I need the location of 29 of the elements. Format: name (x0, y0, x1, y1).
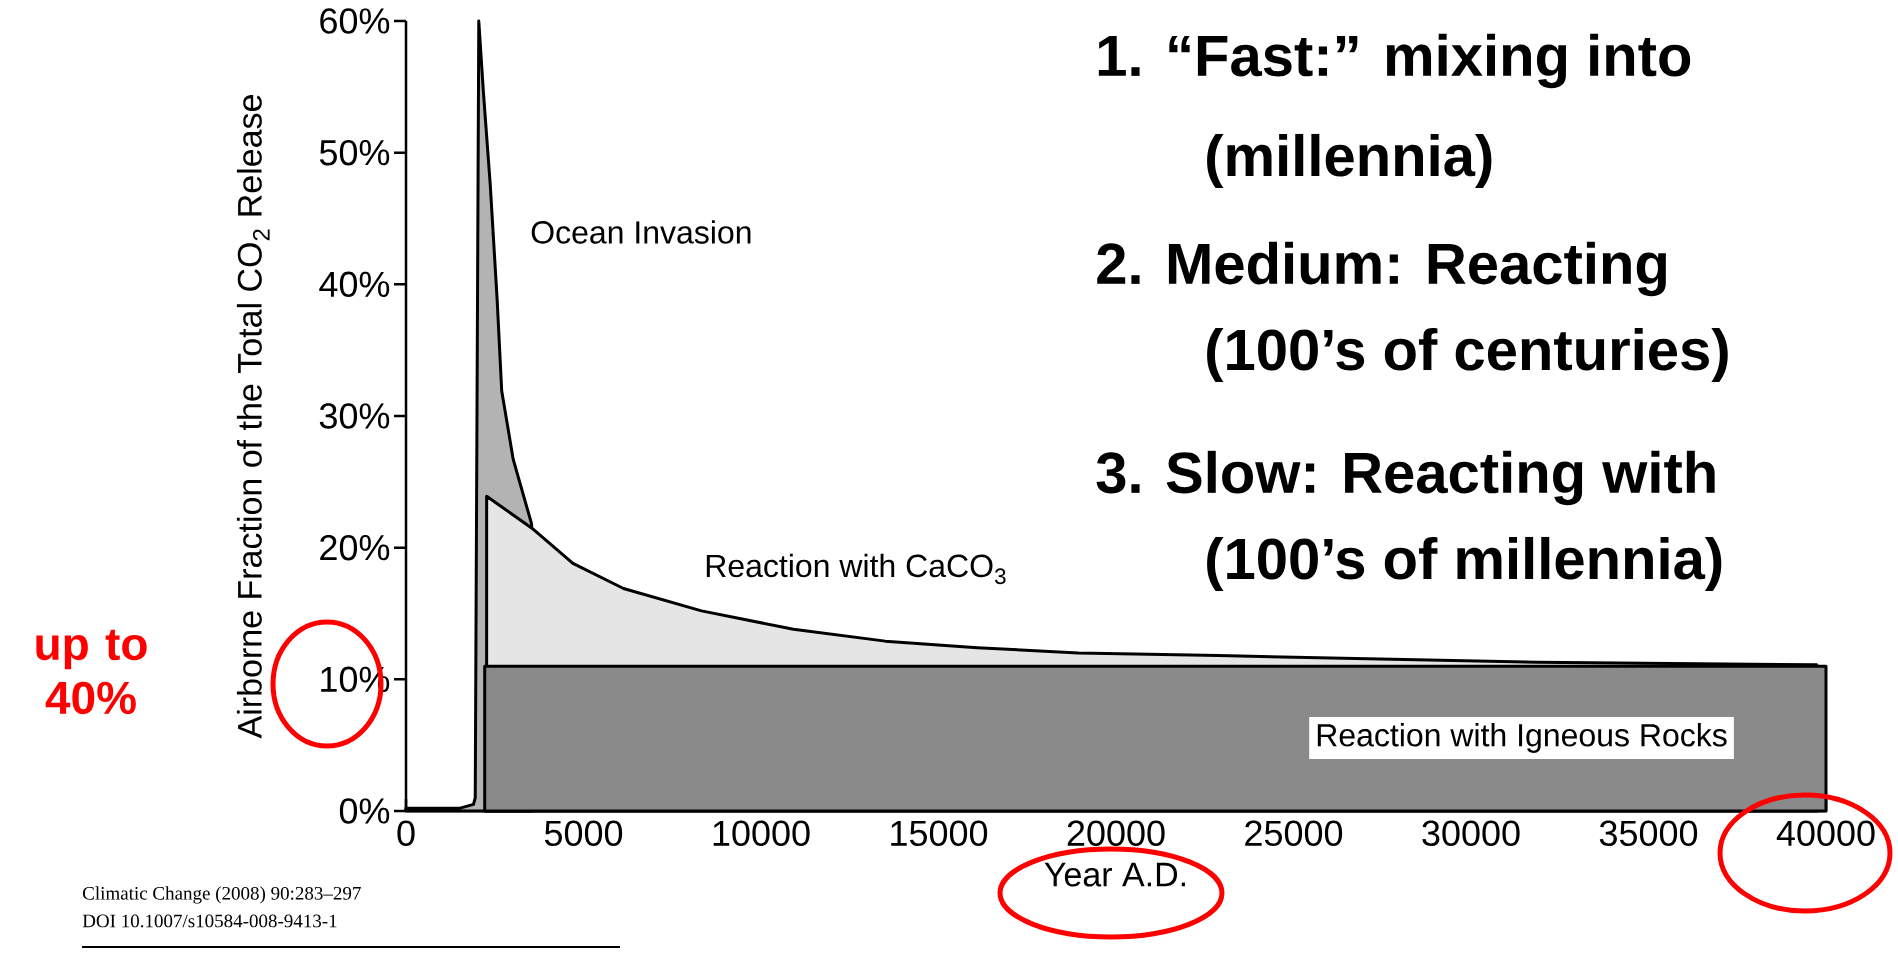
x-tick-label: 25000 (1245, 820, 1343, 846)
x-tick-label: 40000 (1776, 820, 1875, 846)
annotation: (millennia) (1207, 133, 1492, 189)
y-tick-label: 40% (319, 271, 390, 298)
y-axis-title: Airborne Fraction of the Total CO$_{2}$ Release (236, 95, 270, 739)
y-tick-label: 60% (320, 8, 390, 34)
text: DOI 10.1007/s10584-008-9413-1 (82, 914, 337, 928)
x-tick-label: 15000 (891, 820, 988, 846)
text: up to 40% (36, 629, 147, 715)
text: Climatic Change (2008) 90:283–297 (83, 886, 361, 904)
x-tick-label: 5000 (544, 820, 623, 846)
y-tick-label: 50% (319, 139, 390, 166)
annotation: Reaction with Igneous Rocks (1317, 723, 1727, 753)
annotation: 2. Medium: Reacting (1097, 241, 1666, 297)
y-tick-label: 20% (320, 534, 390, 561)
annotation: (100’s of centuries) (1207, 327, 1728, 383)
x-tick-label: 35000 (1599, 820, 1698, 846)
y-tick-label: 0% (339, 798, 390, 824)
x-axis-title: Year A.D. (1044, 862, 1186, 887)
x-tick-label: 20000 (1067, 820, 1165, 846)
annotation: Ocean Invasion (531, 220, 751, 244)
annotation: 1. “Fast:” mixing into (1098, 33, 1691, 89)
annotation: (100’s of millennia) (1207, 536, 1722, 592)
annotation: 3. Slow: Reacting with (1096, 450, 1715, 506)
annotation: Reaction with CaCO$_{3}$ (706, 553, 1006, 585)
x-tick-label: 0 (397, 820, 415, 846)
y-tick-label: 30% (319, 403, 390, 429)
x-tick-label: 10000 (713, 820, 810, 846)
x-tick-label: 30000 (1422, 820, 1520, 846)
